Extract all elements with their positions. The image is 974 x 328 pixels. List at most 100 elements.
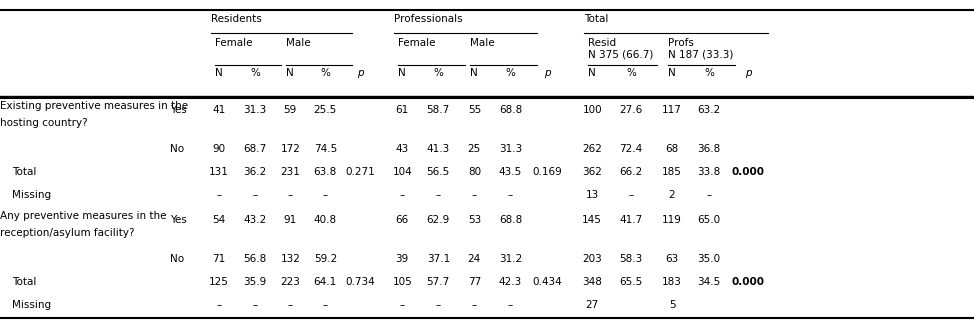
Text: –: – [471, 191, 477, 200]
Text: 40.8: 40.8 [314, 215, 337, 224]
Text: 53: 53 [468, 215, 481, 224]
Text: Female: Female [215, 38, 253, 48]
Text: 41.7: 41.7 [619, 215, 643, 224]
Text: Residents: Residents [211, 14, 262, 24]
Text: N: N [668, 68, 676, 78]
Text: 185: 185 [662, 167, 682, 177]
Text: 132: 132 [281, 254, 300, 264]
Text: 72.4: 72.4 [619, 144, 643, 154]
Text: Resid: Resid [588, 38, 617, 48]
Text: 36.8: 36.8 [697, 144, 721, 154]
Text: 65.0: 65.0 [697, 215, 721, 224]
Text: Missing: Missing [12, 300, 51, 310]
Text: 117: 117 [662, 105, 682, 114]
Text: 172: 172 [281, 144, 300, 154]
Text: 35.9: 35.9 [244, 277, 267, 287]
Text: 43: 43 [395, 144, 409, 154]
Text: p: p [745, 68, 751, 78]
Text: 41.3: 41.3 [427, 144, 450, 154]
Text: 42.3: 42.3 [499, 277, 522, 287]
Text: –: – [471, 300, 477, 310]
Text: 131: 131 [209, 167, 229, 177]
Text: 33.8: 33.8 [697, 167, 721, 177]
Text: 91: 91 [283, 215, 297, 224]
Text: Missing: Missing [12, 191, 51, 200]
Text: 35.0: 35.0 [697, 254, 721, 264]
Text: %: % [704, 68, 714, 78]
Text: 183: 183 [662, 277, 682, 287]
Text: 55: 55 [468, 105, 481, 114]
Text: Yes: Yes [170, 105, 187, 114]
Text: 62.9: 62.9 [427, 215, 450, 224]
Text: 39: 39 [395, 254, 409, 264]
Text: 2: 2 [669, 191, 675, 200]
Text: No: No [170, 254, 185, 264]
Text: 223: 223 [281, 277, 300, 287]
Text: 31.3: 31.3 [499, 144, 522, 154]
Text: 56.8: 56.8 [244, 254, 267, 264]
Text: –: – [322, 300, 328, 310]
Text: –: – [399, 191, 405, 200]
Text: 100: 100 [582, 105, 602, 114]
Text: %: % [626, 68, 636, 78]
Text: No: No [170, 144, 185, 154]
Text: –: – [216, 300, 222, 310]
Text: N 375 (66.7): N 375 (66.7) [588, 49, 654, 59]
Text: 71: 71 [212, 254, 226, 264]
Text: 43.5: 43.5 [499, 167, 522, 177]
Text: 74.5: 74.5 [314, 144, 337, 154]
Text: 63: 63 [665, 254, 679, 264]
Text: 63.2: 63.2 [697, 105, 721, 114]
Text: N: N [215, 68, 223, 78]
Text: %: % [506, 68, 515, 78]
Text: 119: 119 [662, 215, 682, 224]
Text: 31.3: 31.3 [244, 105, 267, 114]
Text: Professionals: Professionals [394, 14, 463, 24]
Text: 25.5: 25.5 [314, 105, 337, 114]
Text: 59: 59 [283, 105, 297, 114]
Text: N 187 (33.3): N 187 (33.3) [668, 49, 733, 59]
Text: 65.5: 65.5 [619, 277, 643, 287]
Text: –: – [287, 191, 293, 200]
Text: Male: Male [286, 38, 311, 48]
Text: 24: 24 [468, 254, 481, 264]
Text: 0.000: 0.000 [731, 167, 765, 177]
Text: 34.5: 34.5 [697, 277, 721, 287]
Text: 66: 66 [395, 215, 409, 224]
Text: N: N [470, 68, 478, 78]
Text: Any preventive measures in the: Any preventive measures in the [0, 211, 167, 221]
Text: 262: 262 [582, 144, 602, 154]
Text: 37.1: 37.1 [427, 254, 450, 264]
Text: Female: Female [398, 38, 436, 48]
Text: Total: Total [12, 167, 36, 177]
Text: 0.169: 0.169 [533, 167, 562, 177]
Text: p: p [357, 68, 363, 78]
Text: 68.8: 68.8 [499, 215, 522, 224]
Text: 27: 27 [585, 300, 599, 310]
Text: 63.8: 63.8 [314, 167, 337, 177]
Text: 145: 145 [582, 215, 602, 224]
Text: 0.734: 0.734 [346, 277, 375, 287]
Text: –: – [507, 300, 513, 310]
Text: 61: 61 [395, 105, 409, 114]
Text: 348: 348 [582, 277, 602, 287]
Text: –: – [322, 191, 328, 200]
Text: 57.7: 57.7 [427, 277, 450, 287]
Text: 203: 203 [582, 254, 602, 264]
Text: 64.1: 64.1 [314, 277, 337, 287]
Text: 90: 90 [212, 144, 226, 154]
Text: N: N [398, 68, 406, 78]
Text: %: % [320, 68, 330, 78]
Text: 68.8: 68.8 [499, 105, 522, 114]
Text: Yes: Yes [170, 215, 187, 224]
Text: 104: 104 [393, 167, 412, 177]
Text: 5: 5 [669, 300, 675, 310]
Text: Total: Total [584, 14, 609, 24]
Text: Total: Total [12, 277, 36, 287]
Text: 43.2: 43.2 [244, 215, 267, 224]
Text: 362: 362 [582, 167, 602, 177]
Text: N: N [588, 68, 596, 78]
Text: 125: 125 [209, 277, 229, 287]
Text: Profs: Profs [668, 38, 694, 48]
Text: 66.2: 66.2 [619, 167, 643, 177]
